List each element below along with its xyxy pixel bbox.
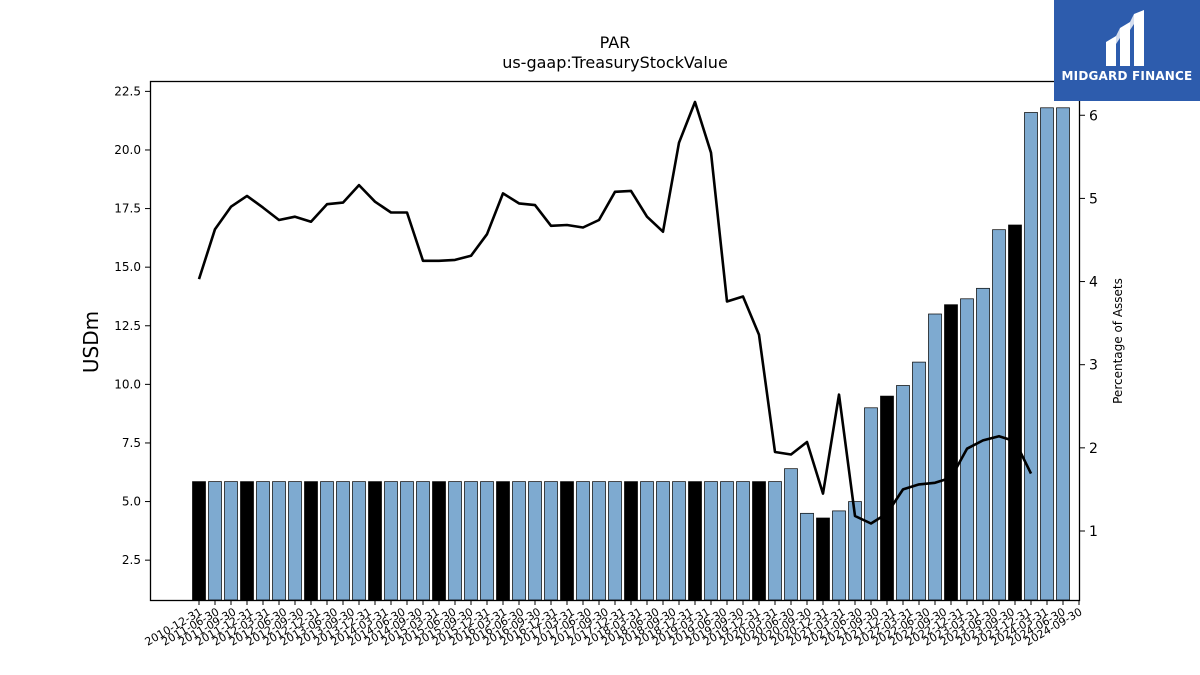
bar-2017-06-30 [608,481,622,601]
bar-2018-09-30 [688,481,702,601]
bar-2010-12-31 [192,481,206,601]
bar-2021-12-31 [896,385,910,601]
y-tick-label: 20.0 [114,143,141,157]
bar-2020-12-31 [832,510,846,601]
chart-title: PAR [600,33,631,52]
bar-2019-03-31 [720,481,734,601]
y-tick-label: 2.5 [122,553,141,567]
bar-2019-12-31 [768,481,782,601]
bar-2022-09-30 [944,304,958,601]
y-axis-label: USDm [79,311,103,373]
bar-2016-06-30 [544,481,558,601]
bar-2018-03-31 [656,481,670,601]
midgard-finance-logo: MIDGARD FINANCE [1054,0,1200,101]
percentage-line [197,100,1033,525]
bar-2016-09-30 [560,481,574,601]
y-tick-label: 7.5 [122,436,141,450]
bar-2018-06-30 [672,481,686,601]
y-tick-label: 15.0 [114,260,141,274]
bar-2014-12-31 [448,481,462,601]
bar-2023-06-30 [992,229,1006,601]
bar-2011-06-30 [224,481,238,601]
bar-2013-09-30 [368,481,382,601]
bar-2013-06-30 [352,481,366,601]
bar-2015-06-30 [480,481,494,601]
bar-2021-06-30 [864,407,878,601]
bar-2013-03-31 [336,481,350,601]
y2-axis-label: Percentage of Assets [1111,278,1125,404]
y-tick-label: 10.0 [114,377,141,391]
bar-2023-09-30 [1008,224,1022,601]
bar-2019-09-30 [752,481,766,601]
bar-2012-06-30 [288,481,302,601]
bar-2015-03-31 [464,481,478,601]
bar-2020-06-30 [800,512,814,601]
bar-2015-09-30 [496,481,510,601]
y-tick-label: 17.5 [114,202,141,216]
y2-tick-label: 2 [1089,441,1098,457]
bar-2023-12-31 [1024,112,1038,601]
bar-2014-06-30 [416,481,430,601]
y2-tick-label: 4 [1089,275,1098,291]
bar-2011-12-31 [256,481,270,601]
y-tick-label: 5.0 [122,495,141,509]
midgard-logo-icon [1106,10,1144,66]
bar-2011-03-31 [208,481,222,601]
bar-2017-12-31 [640,481,654,601]
y2-tick-label: 3 [1089,358,1098,374]
bar-2020-03-31 [784,468,798,601]
bar-2017-09-30 [624,481,638,601]
logo-text: MIDGARD FINANCE [1061,69,1193,83]
bar-2024-06-30 [1056,107,1070,601]
bar-2014-03-31 [400,481,414,601]
y2-tick-label: 1 [1089,524,1098,540]
bar-2012-12-31 [320,481,334,601]
y2-tick-label: 6 [1089,108,1098,124]
bar-2021-09-30 [880,395,894,601]
chart-subtitle: us-gaap:TreasuryStockValue [502,53,728,72]
y-tick-label: 12.5 [114,319,141,333]
bar-2024-03-31 [1040,107,1054,601]
bar-2011-09-30 [240,481,254,601]
bar-2013-12-31 [384,481,398,601]
bar-2016-03-31 [528,481,542,601]
bar-2016-12-31 [576,481,590,601]
bar-2014-09-30 [432,481,446,601]
bar-2018-12-31 [704,481,718,601]
bar-2022-03-31 [912,361,926,601]
bar-2017-03-31 [592,481,606,601]
bar-2012-09-30 [304,481,318,601]
bar-2019-06-30 [736,481,750,601]
bar-2015-12-31 [512,481,526,601]
y2-tick-label: 5 [1089,191,1098,207]
bar-2020-09-30 [816,517,830,601]
bar-2012-03-31 [272,481,286,601]
y-tick-label: 22.5 [114,84,141,98]
bar-2022-06-30 [928,313,942,601]
